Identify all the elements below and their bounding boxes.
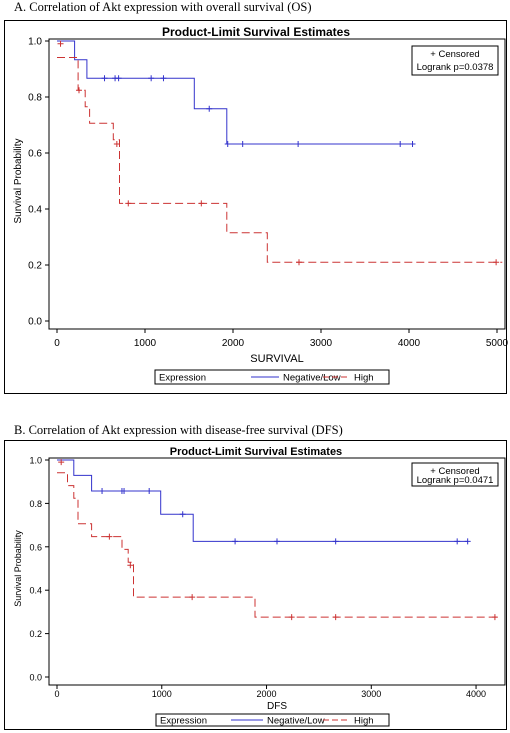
dfs-survival-chart: Product-Limit Survival Estimates 0.0 0.2 0.… [13,446,506,727]
censor-mark [232,538,239,545]
censor-mark [332,614,339,621]
censored-note: + Censored [430,49,479,60]
chart-title: Product-Limit Survival Estimates [170,446,342,458]
legend-box [155,713,390,727]
legend-title: Expression [160,716,207,727]
y-tick-label: 0.4 [29,586,42,596]
censor-mark [189,594,196,601]
censor-mark [160,75,167,82]
censor-mark [296,259,302,266]
censor-mark [125,200,132,207]
censor-mark [76,87,82,94]
legend-title: Expression [159,373,206,384]
chart-title: Product-Limit Survival Estimates [162,25,350,39]
censor-mark [179,511,186,518]
censor-mark [409,141,416,148]
censor-mark [101,75,108,82]
censor-mark [113,141,120,148]
censored-note: + Censored [430,466,479,477]
y-tick-label: 0.6 [28,149,42,160]
x-tick-label: 1000 [134,338,157,349]
x-tick-label: 1000 [152,689,172,699]
censor-mark [288,614,295,621]
censor-mark [115,75,122,82]
x-tick-label: 0 [54,689,59,699]
x-axis-label: DFS [267,701,287,712]
y-tick-label: 0.8 [29,499,42,509]
censor-mark [121,488,128,495]
legend-label-high: High [354,373,374,384]
y-tick-label: 0.2 [28,261,42,272]
x-axis-label: SURVIVAL [250,353,303,365]
chart-frame-dfs: Product-Limit Survival Estimates 0.0 0.2 0.… [4,440,507,730]
censor-mark [148,75,155,82]
x-tick-label: 3000 [361,689,381,699]
chart-frame-os: Product-Limit Survival Estimates 0.0 0.2 0.… [4,20,509,394]
x-tick-label: 0 [54,338,60,349]
censor-mark [224,141,231,148]
plot-area [48,457,506,686]
survival-curve-negative-low [57,40,413,145]
censor-mark [454,538,461,545]
censor-mark [274,538,280,545]
censor-mark [58,459,65,466]
censor-mark [464,538,471,545]
censor-mark [127,562,134,569]
censor-mark [106,533,113,540]
y-tick-label: 0.6 [29,542,42,552]
y-axis-label: Survival Probability [13,530,23,607]
caption-b: B. Correlation of Akt expression with di… [14,423,343,437]
x-tick-label: 4000 [398,338,421,349]
y-tick-label: 1.0 [28,37,42,48]
y-tick-label: 0.8 [28,93,42,104]
x-tick-label: 3000 [310,338,333,349]
x-tick-label: 2000 [257,689,277,699]
y-tick-label: 1.0 [29,456,42,466]
censor-mark [146,488,153,495]
censor-mark [493,259,500,266]
x-tick-label: 4000 [466,689,486,699]
logrank-pvalue: Logrank p=0.0471 [417,475,494,486]
censor-mark [57,40,64,47]
survival-curve-high [57,57,503,263]
y-tick-label: 0.0 [28,317,42,328]
censor-mark [99,488,106,495]
survival-curve-negative-low [57,459,468,542]
logrank-pvalue: Logrank p=0.0378 [417,62,494,73]
censor-mark [239,141,246,148]
y-tick-label: 0.2 [29,629,42,639]
censor-mark [332,538,339,545]
x-tick-label: 5000 [486,338,509,349]
y-tick-label: 0.0 [29,673,42,683]
legend-label-negative-low: Negative/Low [267,716,325,727]
y-tick-label: 0.4 [28,205,42,216]
x-tick-label: 2000 [222,338,245,349]
legend-label-high: High [354,716,374,727]
inset-box [411,462,499,487]
os-survival-chart: Product-Limit Survival Estimates 0.0 0.2 0.… [13,25,509,385]
censor-mark [397,141,404,148]
censor-mark [206,105,213,112]
censor-mark [198,200,205,207]
inset-box [411,45,499,76]
censor-mark [491,614,498,621]
survival-curve-high [57,472,501,618]
plot-area [48,38,506,330]
caption-a: A. Correlation of Akt expression with ov… [14,0,312,14]
legend-label-negative-low: Negative/Low [283,373,341,384]
y-axis-label: Survival Probability [13,138,24,223]
censor-mark [295,141,302,148]
